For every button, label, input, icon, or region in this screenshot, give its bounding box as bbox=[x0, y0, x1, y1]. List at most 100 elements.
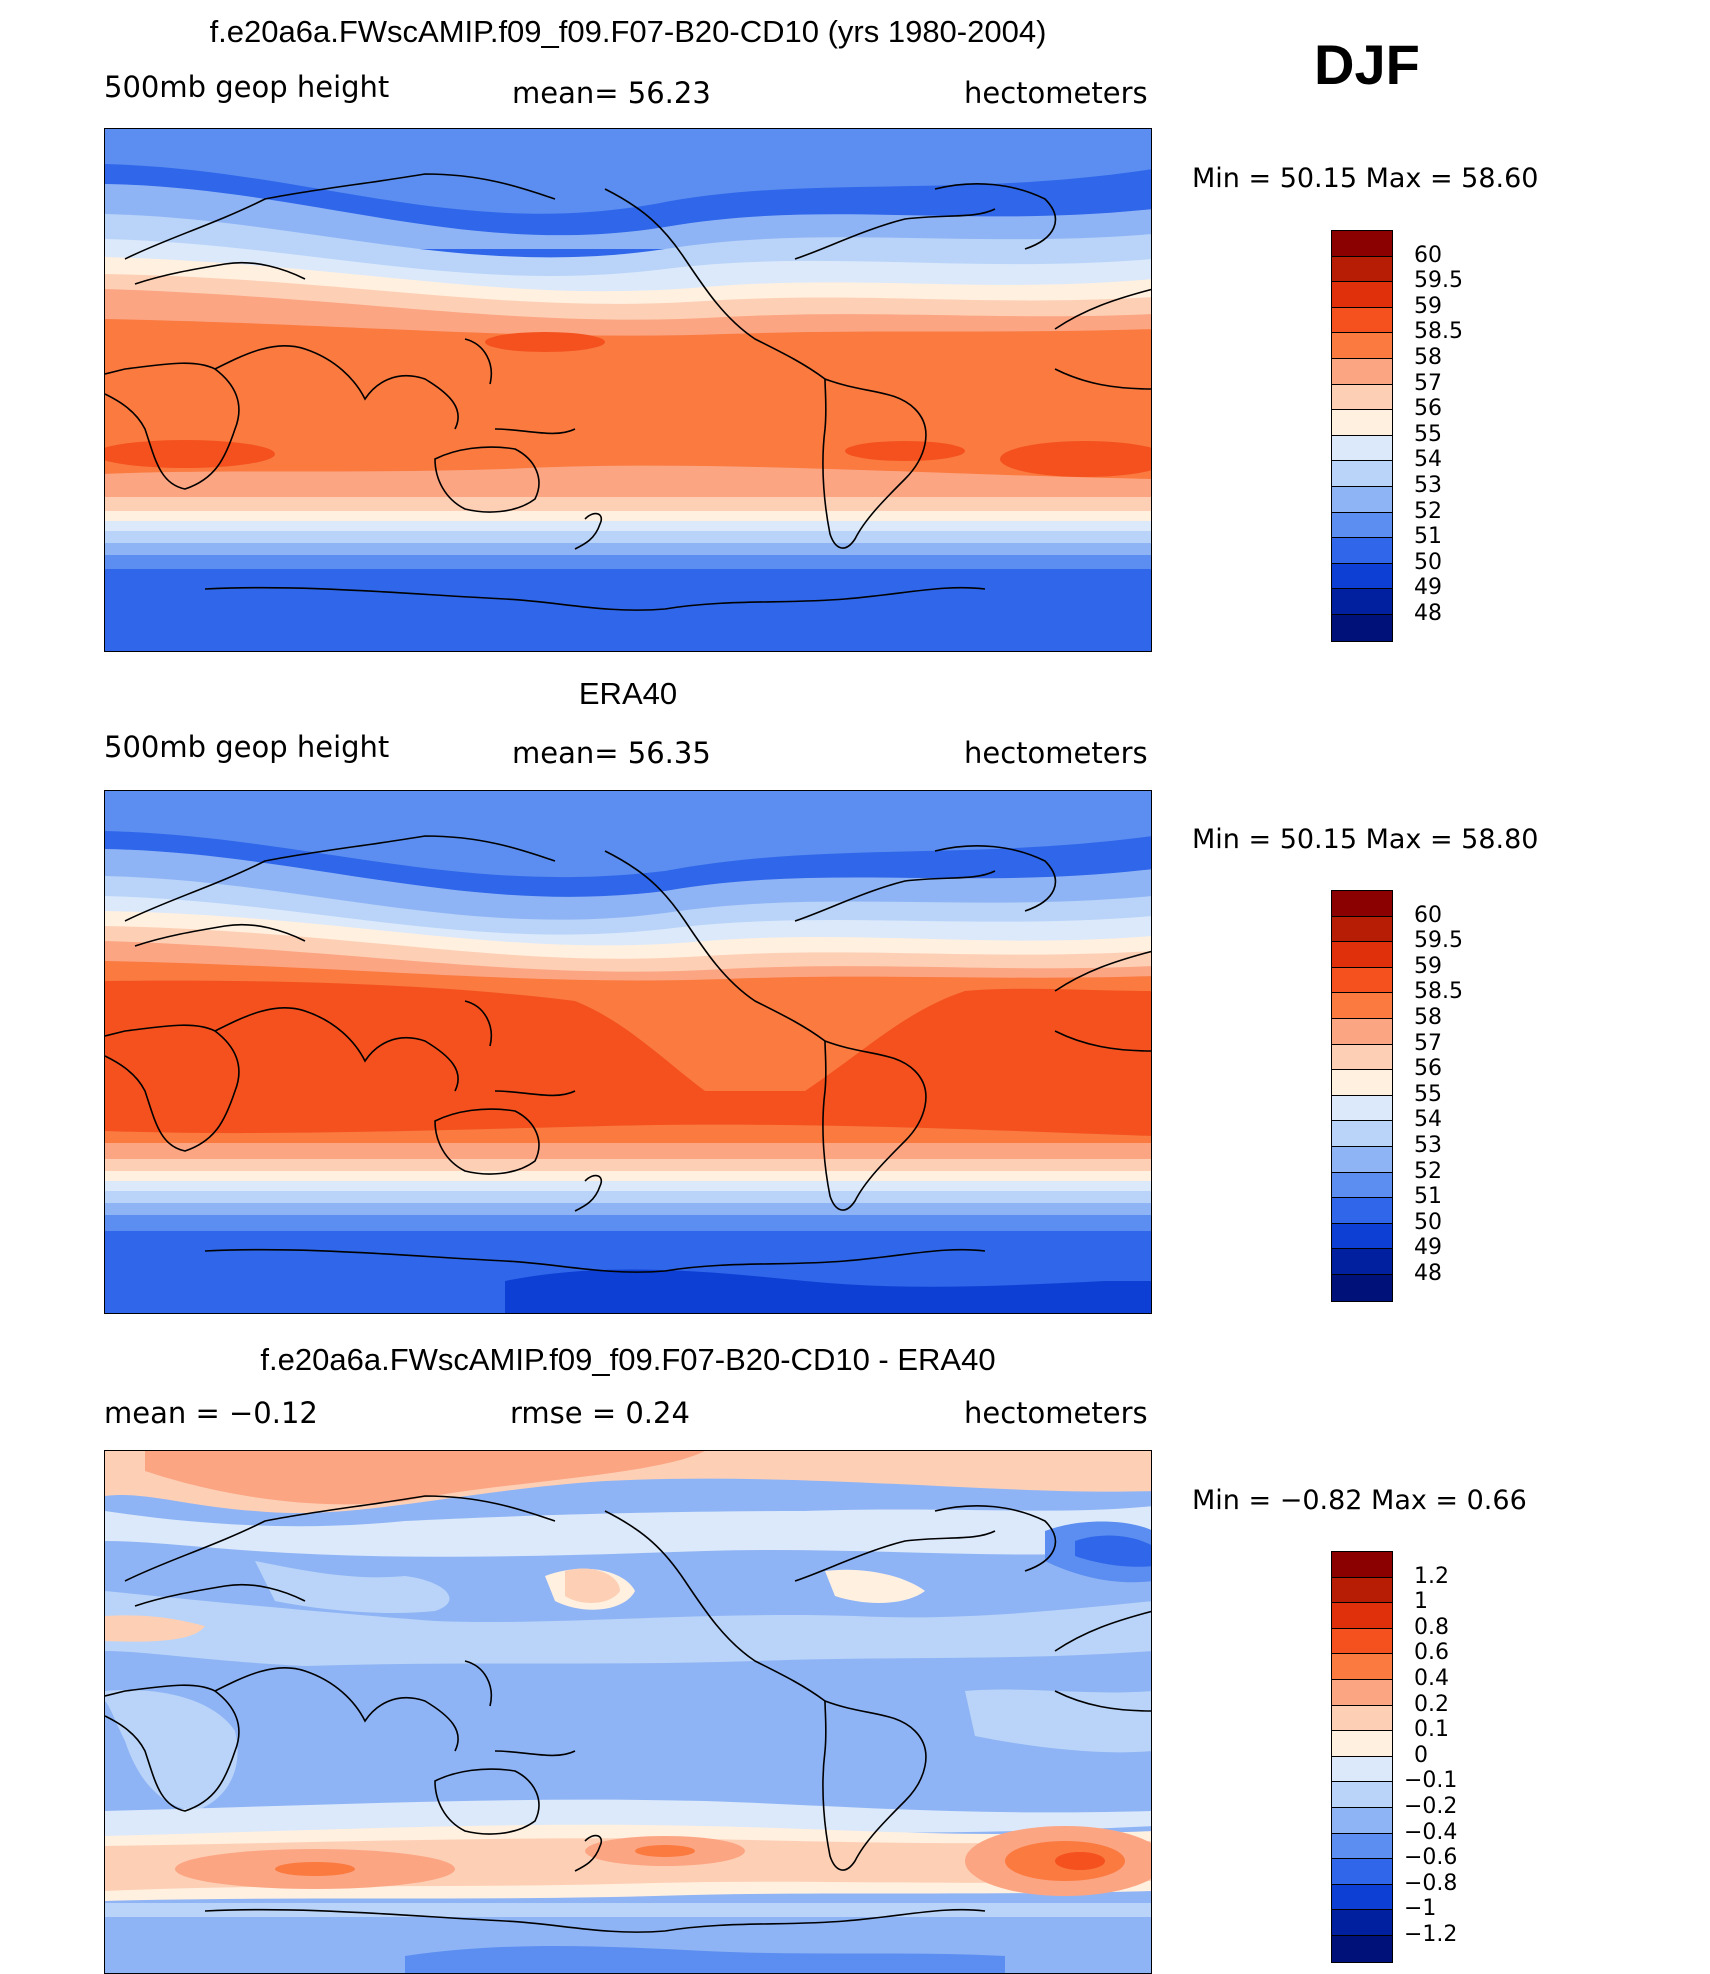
colorbar-swatch bbox=[1332, 358, 1392, 385]
colorbar-tick-label: 50 bbox=[1414, 1209, 1442, 1235]
panel-2-mean-label: mean= 56.35 bbox=[512, 736, 711, 770]
colorbar-swatch bbox=[1332, 1910, 1392, 1936]
panel-3-map bbox=[104, 1450, 1152, 1974]
colorbar-swatch bbox=[1332, 916, 1392, 943]
colorbar-tick-label: 48 bbox=[1414, 1261, 1442, 1286]
panel-3-rmse-label: rmse = 0.24 bbox=[510, 1396, 690, 1430]
colorbar-tick-label: 57 bbox=[1414, 370, 1442, 396]
colorbar-swatch bbox=[1332, 1884, 1392, 1911]
colorbar-swatch bbox=[1332, 282, 1392, 308]
colorbar-tick-label: −0.8 bbox=[1404, 1870, 1458, 1896]
panel-2-variable-label: 500mb geop height bbox=[104, 730, 390, 764]
panel-2-colorbar bbox=[1331, 890, 1393, 1302]
colorbar-swatch bbox=[1332, 1146, 1392, 1173]
colorbar-tick-label: −0.1 bbox=[1404, 1768, 1458, 1794]
colorbar-tick-label: −1 bbox=[1404, 1896, 1437, 1922]
colorbar-tick-label: 58 bbox=[1414, 1005, 1442, 1030]
panel-3-title: f.e20a6a.FWscAMIP.f09_f09.F07-B20-CD10 -… bbox=[260, 1342, 996, 1377]
colorbar-swatch bbox=[1332, 1121, 1392, 1147]
colorbar-swatch bbox=[1332, 614, 1392, 641]
panel-3-units-label: hectometers bbox=[964, 1396, 1148, 1430]
colorbar-swatch bbox=[1332, 1070, 1392, 1096]
colorbar-tick-label: 1 bbox=[1414, 1589, 1428, 1615]
panel-2-units-label: hectometers bbox=[964, 736, 1148, 770]
colorbar-tick-label: 54 bbox=[1414, 1107, 1442, 1133]
colorbar-swatch bbox=[1332, 589, 1392, 615]
panel-3-colorbar bbox=[1331, 1551, 1393, 1963]
colorbar-tick-label: 0.8 bbox=[1414, 1614, 1449, 1640]
colorbar-swatch bbox=[1332, 538, 1392, 564]
colorbar-swatch bbox=[1332, 1935, 1392, 1962]
colorbar-swatch bbox=[1332, 1731, 1392, 1757]
colorbar-tick-label: 52 bbox=[1414, 498, 1442, 524]
colorbar-tick-label: 58 bbox=[1414, 345, 1442, 370]
colorbar-swatch bbox=[1332, 1705, 1392, 1732]
colorbar-swatch bbox=[1332, 1198, 1392, 1224]
colorbar-swatch bbox=[1332, 1044, 1392, 1071]
panel-1-title: f.e20a6a.FWscAMIP.f09_f09.F07-B20-CD10 (… bbox=[209, 14, 1047, 49]
colorbar-tick-label: 59 bbox=[1414, 293, 1442, 319]
colorbar-tick-label: 60 bbox=[1414, 242, 1442, 268]
colorbar-tick-label: 55 bbox=[1414, 1081, 1442, 1107]
colorbar-swatch bbox=[1332, 942, 1392, 968]
colorbar-swatch bbox=[1332, 1679, 1392, 1706]
colorbar-tick-label: 55 bbox=[1414, 421, 1442, 447]
panel-2-map bbox=[104, 790, 1152, 1314]
colorbar-tick-label: 56 bbox=[1414, 1056, 1442, 1082]
colorbar-swatch bbox=[1332, 486, 1392, 513]
colorbar-tick-label: 0.1 bbox=[1414, 1717, 1449, 1743]
colorbar-swatch bbox=[1332, 461, 1392, 487]
colorbar-swatch bbox=[1332, 1628, 1392, 1655]
colorbar-tick-label: 59.5 bbox=[1414, 268, 1463, 294]
colorbar-swatch bbox=[1332, 1018, 1392, 1045]
panel-1-mean-label: mean= 56.23 bbox=[512, 76, 711, 110]
panel-1-map bbox=[104, 128, 1152, 652]
colorbar-tick-label: 1.2 bbox=[1414, 1563, 1449, 1589]
colorbar-tick-label: −0.6 bbox=[1404, 1845, 1458, 1871]
colorbar-swatch bbox=[1332, 384, 1392, 411]
colorbar-swatch bbox=[1332, 1807, 1392, 1834]
colorbar-tick-label: −0.4 bbox=[1404, 1819, 1458, 1845]
colorbar-tick-label: 56 bbox=[1414, 396, 1442, 422]
colorbar-tick-label: 48 bbox=[1414, 601, 1442, 626]
panel-1-units-label: hectometers bbox=[964, 76, 1148, 110]
panel-1-variable-label: 500mb geop height bbox=[104, 70, 390, 104]
colorbar-swatch bbox=[1332, 1274, 1392, 1301]
colorbar-swatch bbox=[1332, 1577, 1392, 1604]
colorbar-swatch bbox=[1332, 231, 1392, 257]
colorbar-tick-label: 58.5 bbox=[1414, 979, 1463, 1005]
colorbar-swatch bbox=[1332, 1833, 1392, 1860]
colorbar-swatch bbox=[1332, 512, 1392, 539]
colorbar-swatch bbox=[1332, 891, 1392, 917]
colorbar-swatch bbox=[1332, 1552, 1392, 1578]
colorbar-tick-label: −1.2 bbox=[1404, 1922, 1458, 1947]
panel-2-title: ERA40 bbox=[578, 676, 678, 711]
colorbar-tick-label: 53 bbox=[1414, 473, 1442, 498]
colorbar-tick-label: 59.5 bbox=[1414, 928, 1463, 954]
colorbar-tick-label: 0.6 bbox=[1414, 1640, 1449, 1666]
colorbar-swatch bbox=[1332, 1249, 1392, 1275]
colorbar-tick-label: 52 bbox=[1414, 1158, 1442, 1184]
colorbar-swatch bbox=[1332, 410, 1392, 436]
colorbar-swatch bbox=[1332, 1782, 1392, 1808]
colorbar-tick-label: 50 bbox=[1414, 549, 1442, 575]
colorbar-swatch bbox=[1332, 333, 1392, 359]
colorbar-swatch bbox=[1332, 993, 1392, 1019]
colorbar-swatch bbox=[1332, 1654, 1392, 1680]
colorbar-swatch bbox=[1332, 435, 1392, 462]
colorbar-tick-label: 49 bbox=[1414, 1235, 1442, 1261]
colorbar-tick-label: 59 bbox=[1414, 953, 1442, 979]
colorbar-swatch bbox=[1332, 307, 1392, 334]
season-label: DJF bbox=[1314, 33, 1420, 96]
panel-3-mean-label: mean = −0.12 bbox=[104, 1396, 318, 1430]
colorbar-tick-label: 0.2 bbox=[1414, 1691, 1449, 1717]
colorbar-tick-label: 53 bbox=[1414, 1133, 1442, 1158]
panel-2-minmax: Min = 50.15 Max = 58.80 bbox=[1192, 824, 1539, 855]
colorbar-tick-label: −0.2 bbox=[1404, 1794, 1458, 1819]
colorbar-tick-label: 54 bbox=[1414, 447, 1442, 473]
colorbar-tick-label: 0 bbox=[1414, 1742, 1428, 1768]
colorbar-tick-label: 60 bbox=[1414, 902, 1442, 928]
colorbar-tick-label: 51 bbox=[1414, 1184, 1442, 1210]
panel-1-colorbar bbox=[1331, 230, 1393, 642]
colorbar-swatch bbox=[1332, 1223, 1392, 1250]
